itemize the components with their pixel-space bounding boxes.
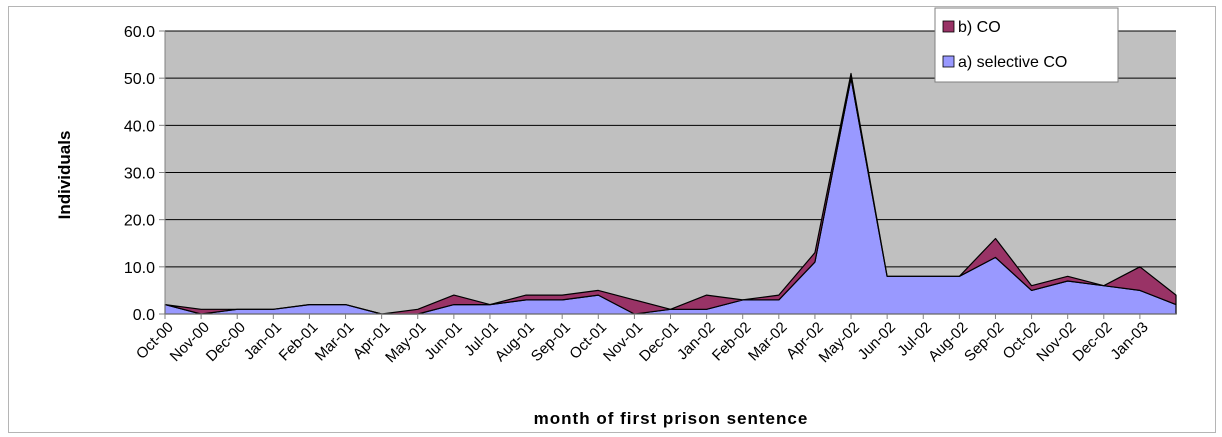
x-tick-label: Nov-01 bbox=[600, 319, 646, 365]
legend-swatch-co bbox=[942, 20, 955, 33]
x-tick-label: May-01 bbox=[382, 319, 429, 366]
x-tick-label: Aug-01 bbox=[492, 319, 538, 365]
x-tick-label: Dec-02 bbox=[1069, 319, 1115, 365]
x-tick-label: Mar-02 bbox=[745, 319, 791, 365]
series-area-co bbox=[164, 72, 1177, 315]
x-tick-label: Dec-01 bbox=[636, 319, 682, 365]
legend-label-selective-co: a) selective CO bbox=[958, 54, 1067, 71]
x-tick-label: Mar-01 bbox=[312, 319, 358, 365]
y-tick-label: 10.0 bbox=[124, 260, 155, 277]
x-tick-label: Sep-01 bbox=[528, 319, 574, 365]
y-tick-label: 50.0 bbox=[124, 71, 155, 88]
y-tick-label: 20.0 bbox=[124, 213, 155, 230]
x-tick-label: Feb-02 bbox=[709, 319, 755, 365]
x-tick-label: Jan-01 bbox=[241, 319, 285, 363]
x-tick-label: Jan-03 bbox=[1107, 319, 1151, 363]
legend-label-co: b) CO bbox=[958, 19, 1001, 36]
x-tick-label: Nov-00 bbox=[167, 319, 213, 365]
y-tick-label: 30.0 bbox=[124, 166, 155, 183]
legend bbox=[934, 7, 1119, 83]
x-tick-label: Aug-02 bbox=[925, 319, 971, 365]
x-tick-label: May-02 bbox=[816, 319, 863, 366]
y-tick-label: 60.0 bbox=[124, 24, 155, 41]
y-tick-label: 0.0 bbox=[133, 307, 155, 324]
y-axis-label: Individuals bbox=[55, 131, 74, 220]
x-tick-label: Sep-02 bbox=[961, 319, 1007, 365]
x-tick-label: Dec-00 bbox=[203, 319, 249, 365]
x-axis-label: month of first prison sentence bbox=[534, 409, 809, 428]
x-tick-label: Nov-02 bbox=[1033, 319, 1079, 365]
y-tick-label: 40.0 bbox=[124, 118, 155, 135]
x-tick-label: Jun-02 bbox=[855, 319, 899, 363]
x-tick-label: Feb-01 bbox=[276, 319, 322, 365]
legend-swatch-selective-co bbox=[942, 55, 955, 68]
x-tick-label: Jun-01 bbox=[421, 319, 465, 363]
